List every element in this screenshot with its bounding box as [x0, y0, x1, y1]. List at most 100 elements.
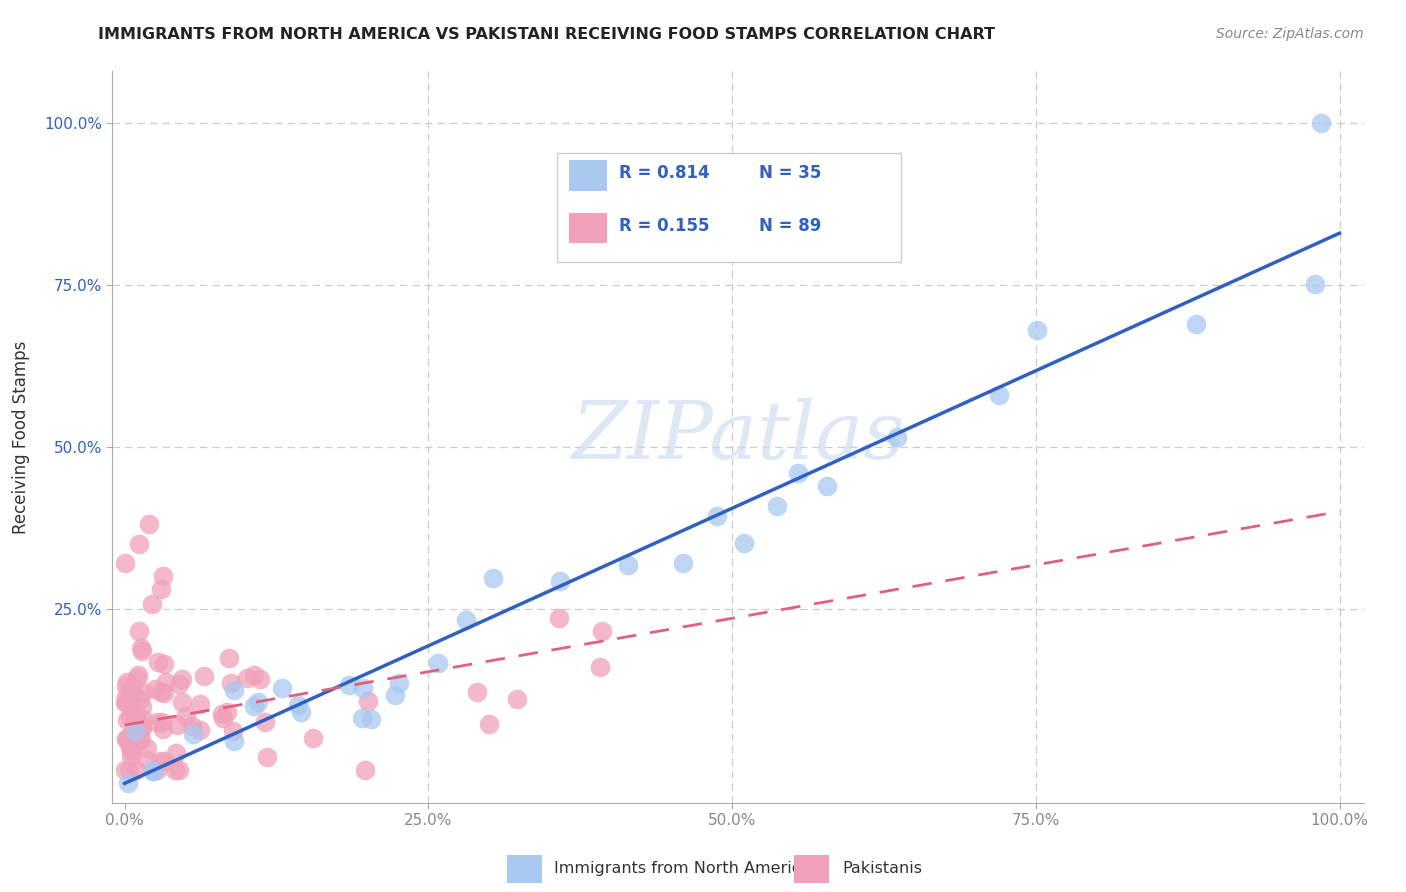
- Point: [180, 719, 202, 733]
- Point: [224, 734, 246, 748]
- Point: [125, 671, 148, 685]
- Point: [236, 671, 259, 685]
- Point: [115, 675, 138, 690]
- Point: [141, 597, 163, 611]
- Point: [181, 727, 204, 741]
- Y-axis label: Receiving Food Stamps: Receiving Food Stamps: [13, 341, 30, 533]
- Point: [165, 747, 187, 761]
- Bar: [569, 160, 607, 191]
- Point: [787, 466, 810, 480]
- Point: [142, 764, 165, 778]
- Point: [211, 711, 233, 725]
- Point: [478, 716, 501, 731]
- Point: [150, 685, 173, 699]
- Text: N = 89: N = 89: [759, 218, 821, 235]
- Text: N = 35: N = 35: [759, 164, 821, 182]
- Point: [172, 672, 194, 686]
- Point: [114, 732, 136, 747]
- Text: Source: ZipAtlas.com: Source: ZipAtlas.com: [1216, 27, 1364, 41]
- Point: [163, 764, 186, 778]
- Bar: [506, 855, 541, 883]
- Point: [815, 479, 838, 493]
- Point: [118, 697, 141, 711]
- Point: [115, 690, 138, 704]
- Point: [155, 675, 177, 690]
- Point: [115, 731, 138, 745]
- Point: [166, 718, 188, 732]
- Point: [128, 624, 150, 639]
- Point: [121, 681, 143, 696]
- Point: [886, 430, 908, 444]
- Point: [131, 719, 153, 733]
- Point: [384, 688, 406, 702]
- Point: [467, 685, 489, 699]
- Point: [672, 556, 695, 570]
- Point: [222, 682, 245, 697]
- Point: [129, 732, 152, 747]
- Point: [188, 697, 211, 711]
- Point: [271, 681, 294, 695]
- Point: [128, 537, 150, 551]
- Point: [127, 668, 149, 682]
- Point: [1185, 317, 1208, 331]
- Point: [427, 657, 450, 671]
- Point: [143, 681, 166, 696]
- Point: [172, 695, 194, 709]
- Point: [136, 741, 159, 756]
- Point: [114, 695, 136, 709]
- Point: [548, 611, 571, 625]
- Point: [222, 723, 245, 738]
- Point: [481, 571, 503, 585]
- Point: [193, 669, 215, 683]
- Point: [149, 582, 172, 597]
- Point: [120, 692, 142, 706]
- Point: [136, 753, 159, 767]
- Point: [118, 739, 141, 754]
- Text: Immigrants from North America: Immigrants from North America: [554, 861, 811, 876]
- Point: [117, 776, 139, 790]
- Point: [125, 706, 148, 720]
- Bar: [569, 212, 607, 244]
- Point: [352, 711, 374, 725]
- Text: R = 0.155: R = 0.155: [619, 218, 710, 235]
- Point: [117, 733, 139, 747]
- Point: [247, 695, 270, 709]
- Point: [128, 692, 150, 706]
- Point: [987, 388, 1010, 402]
- Point: [129, 641, 152, 656]
- Point: [124, 724, 146, 739]
- Point: [152, 722, 174, 736]
- Point: [352, 681, 374, 695]
- Point: [131, 644, 153, 658]
- Point: [132, 685, 155, 699]
- Point: [1026, 323, 1049, 337]
- Point: [211, 706, 233, 721]
- Point: [218, 650, 240, 665]
- Point: [548, 574, 571, 588]
- Point: [1310, 116, 1333, 130]
- Point: [765, 499, 787, 513]
- Point: [120, 729, 142, 743]
- Point: [733, 536, 755, 550]
- Point: [167, 764, 190, 778]
- Point: [287, 698, 309, 712]
- Point: [215, 705, 238, 719]
- Point: [128, 733, 150, 747]
- Text: ZIPatlas: ZIPatlas: [571, 399, 905, 475]
- Point: [115, 713, 138, 727]
- Point: [174, 709, 197, 723]
- Point: [115, 696, 138, 710]
- Point: [242, 668, 264, 682]
- Point: [219, 676, 242, 690]
- Point: [256, 750, 278, 764]
- Point: [706, 509, 728, 524]
- Point: [357, 694, 380, 708]
- Point: [131, 721, 153, 735]
- Point: [132, 712, 155, 726]
- Point: [616, 558, 638, 572]
- Point: [301, 731, 323, 745]
- Point: [124, 764, 146, 778]
- Point: [188, 723, 211, 737]
- Point: [337, 678, 360, 692]
- Point: [124, 709, 146, 723]
